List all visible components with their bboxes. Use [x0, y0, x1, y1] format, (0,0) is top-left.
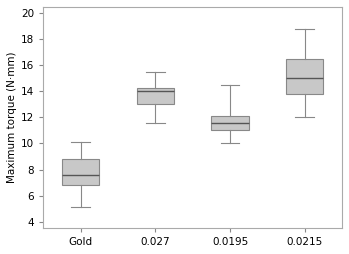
- PathPatch shape: [211, 116, 249, 131]
- Y-axis label: Maximum torque (N·mm): Maximum torque (N·mm): [7, 52, 17, 183]
- PathPatch shape: [286, 59, 324, 94]
- PathPatch shape: [137, 88, 174, 104]
- PathPatch shape: [62, 159, 99, 185]
